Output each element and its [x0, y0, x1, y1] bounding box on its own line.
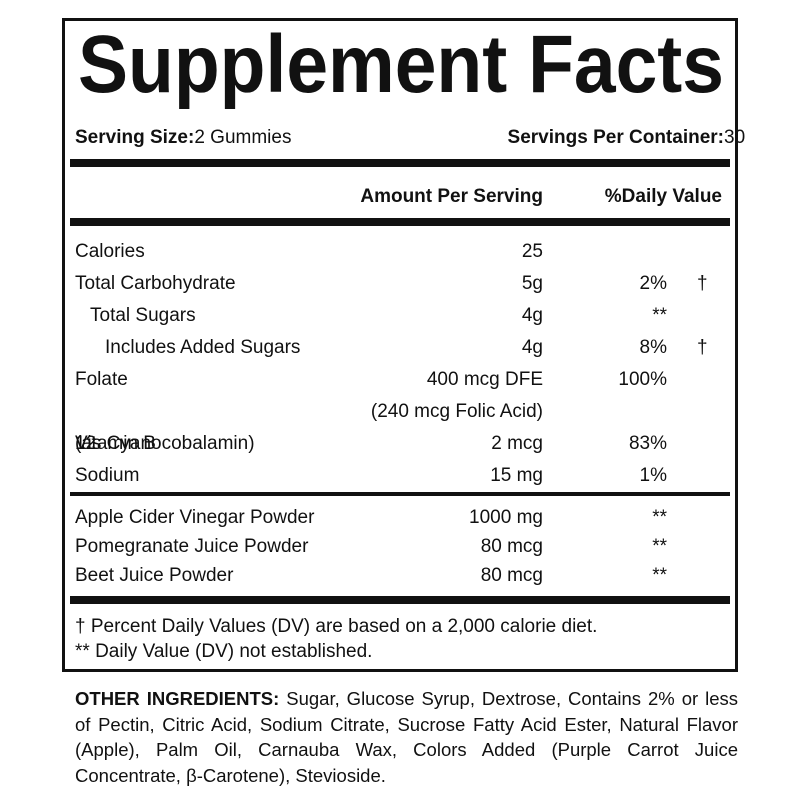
amount: 4g	[521, 337, 543, 358]
serving-size-value: 2 Gummies	[194, 127, 292, 148]
divider	[70, 492, 730, 496]
dv-header: %Daily Value	[604, 186, 722, 207]
footnote: ** Daily Value (DV) not established.	[75, 641, 373, 662]
divider	[70, 596, 730, 604]
amount: 25	[521, 241, 543, 262]
amount-header: Amount Per Serving	[360, 186, 543, 207]
ingredients-label: OTHER INGREDIENTS:	[75, 688, 280, 709]
amount: 400 mcg DFE	[426, 369, 543, 390]
ingredients-text: Sugar, Glucose Syrup, Dextrose, Contains…	[75, 688, 738, 786]
footnote: † Percent Daily Values (DV) are based on…	[75, 616, 598, 637]
daily-value: **	[652, 305, 667, 326]
amount-note: (240 mcg Folic Acid)	[370, 401, 543, 422]
daily-value: **	[652, 507, 667, 528]
daily-value: 83%	[628, 433, 667, 454]
name-text: Total Carbohydrate	[75, 273, 236, 294]
divider	[70, 159, 730, 167]
servings-per-container: Servings Per Container: 30	[507, 127, 746, 149]
name-text: Calories	[75, 241, 145, 262]
daily-value: 2%	[639, 273, 667, 294]
daily-value: 1%	[639, 465, 667, 486]
amount: 15 mg	[490, 465, 543, 486]
servings-label: Servings Per Container:	[507, 127, 724, 148]
amount: 1000 mg	[469, 507, 543, 528]
dagger: †	[697, 337, 708, 358]
other-ingredients: OTHER INGREDIENTS: Sugar, Glucose Syrup,…	[75, 686, 738, 788]
name-text: Beet Juice Powder	[75, 565, 234, 586]
name-text: Apple Cider Vinegar Powder	[75, 507, 315, 528]
amount: 5g	[521, 273, 543, 294]
name-text: Folate	[75, 369, 128, 390]
amount: 2 mcg	[491, 433, 543, 454]
title-svg: Supplement Facts	[78, 19, 724, 110]
amount: 80 mcg	[480, 565, 543, 586]
title: Supplement Facts	[78, 19, 724, 110]
divider	[70, 218, 730, 226]
name-text: Total Sugars	[90, 305, 196, 326]
name-text: Sodium	[75, 465, 140, 486]
daily-value: 8%	[639, 337, 667, 358]
name-sub: 12	[75, 433, 97, 454]
dagger: †	[697, 273, 708, 294]
name-text: Includes Added Sugars	[105, 337, 301, 358]
facts-box	[62, 18, 738, 672]
name-suffix: (as Cyanocobalamin)	[75, 433, 255, 454]
amount: 80 mcg	[480, 536, 543, 557]
serving-size: Serving Size: 2 Gummies	[75, 127, 291, 149]
name-text: Vitamin B	[75, 433, 156, 454]
amount: 4g	[521, 305, 543, 326]
daily-value: 100%	[618, 369, 667, 390]
servings-value: 30	[724, 127, 746, 148]
serving-size-label: Serving Size:	[75, 127, 195, 148]
daily-value: **	[652, 565, 667, 586]
name-text: Pomegranate Juice Powder	[75, 536, 309, 557]
daily-value: **	[652, 536, 667, 557]
